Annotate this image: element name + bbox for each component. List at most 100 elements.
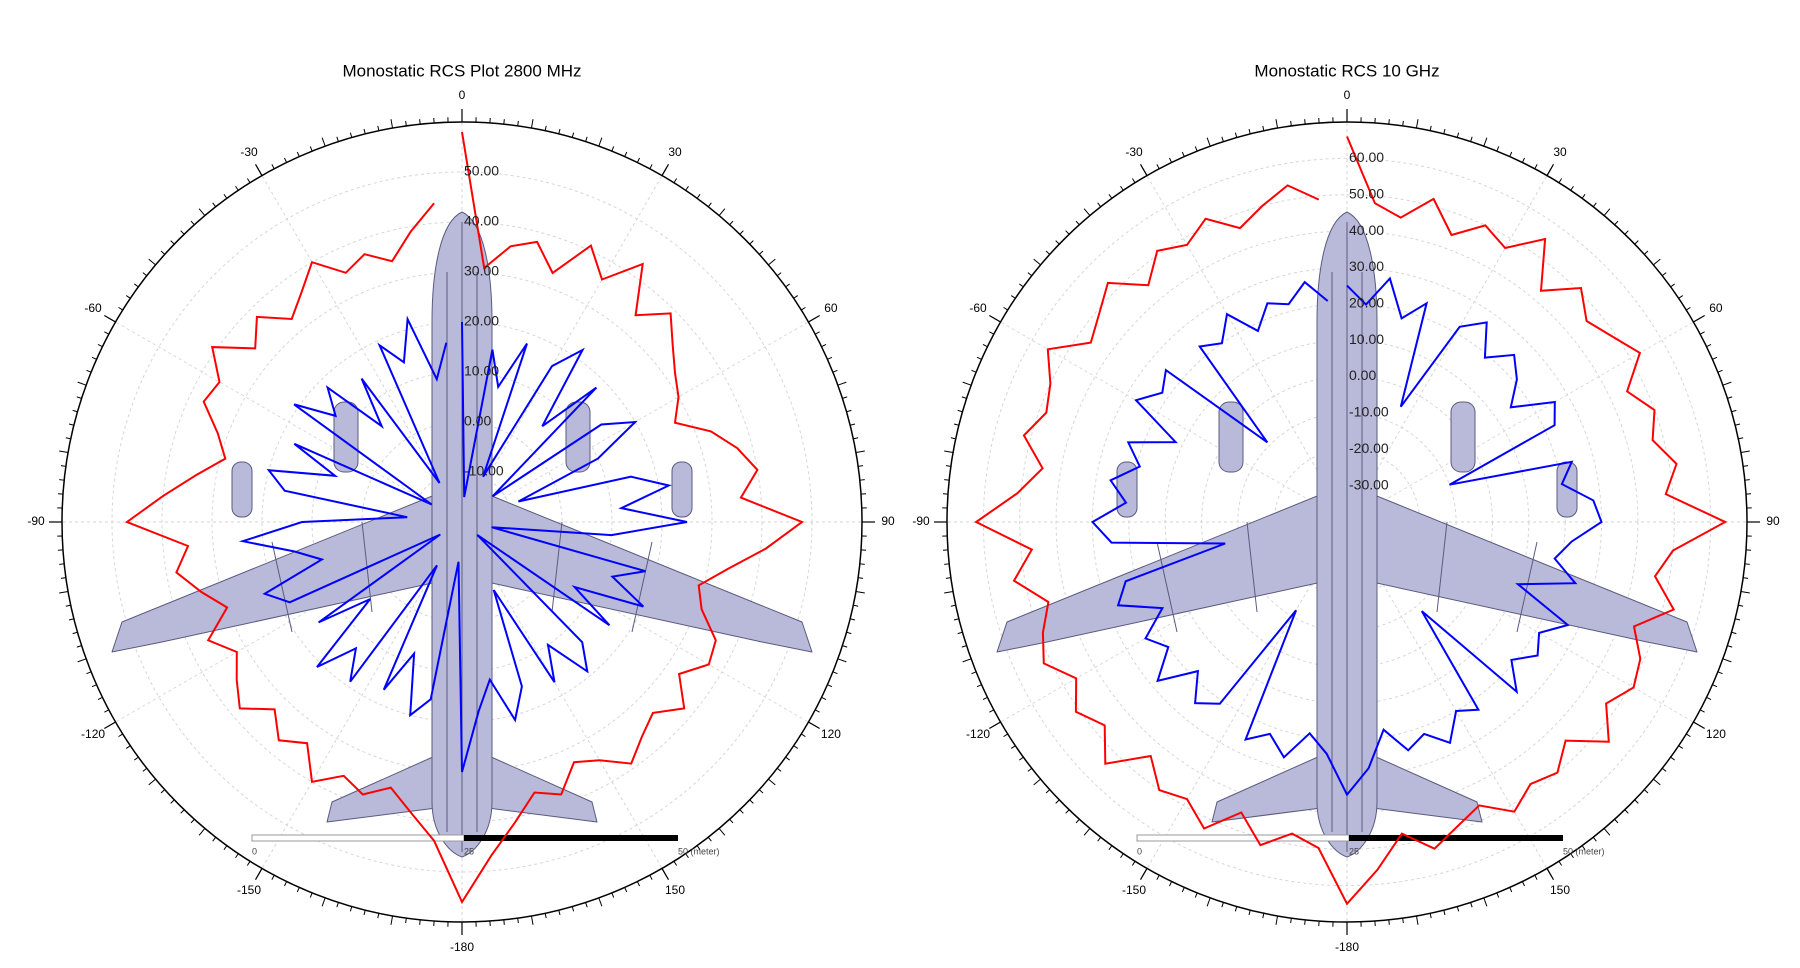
minor-tick bbox=[957, 409, 963, 413]
minor-tick bbox=[1075, 220, 1080, 226]
minor-tick bbox=[190, 818, 195, 824]
minor-tick bbox=[1661, 272, 1667, 277]
minor-tick bbox=[1743, 577, 1749, 579]
radial-tick-label: 0.00 bbox=[1349, 367, 1376, 383]
minor-tick bbox=[1221, 902, 1224, 908]
minor-tick bbox=[1415, 915, 1419, 925]
minor-tick bbox=[1003, 306, 1009, 311]
minor-tick bbox=[284, 881, 288, 887]
minor-tick bbox=[1534, 874, 1538, 880]
minor-tick bbox=[1738, 437, 1744, 440]
minor-tick bbox=[198, 828, 206, 836]
radial-tick-label: 10.00 bbox=[464, 363, 499, 379]
minor-tick bbox=[624, 151, 628, 157]
minor-tick bbox=[1678, 745, 1684, 749]
minor-tick bbox=[1120, 853, 1124, 859]
minor-tick bbox=[97, 696, 103, 700]
minor-tick bbox=[1496, 892, 1500, 898]
minor-tick bbox=[142, 272, 148, 277]
minor-tick bbox=[785, 756, 790, 761]
minor-tick bbox=[729, 220, 734, 226]
minor-tick bbox=[571, 906, 575, 912]
minor-tick bbox=[160, 250, 166, 255]
minor-tick bbox=[1634, 240, 1639, 245]
minor-tick bbox=[989, 331, 995, 335]
minor-tick bbox=[636, 157, 640, 163]
minor-tick bbox=[148, 258, 156, 266]
minor-tick bbox=[91, 356, 97, 360]
minor-tick bbox=[1653, 258, 1661, 266]
minor-tick bbox=[957, 631, 963, 635]
minor-tick bbox=[180, 230, 185, 235]
minor-tick bbox=[793, 745, 799, 749]
polar-chart: Monostatic RCS 10 GHz 0 30 60 90 120 150 -180 -1… bbox=[912, 61, 1780, 954]
angle-tick-label: 60 bbox=[824, 301, 838, 315]
minor-tick bbox=[309, 892, 313, 898]
chart-title: Monostatic RCS 10 GHz bbox=[1254, 61, 1439, 80]
minor-tick bbox=[148, 778, 156, 786]
angle-tick-label: 0 bbox=[1344, 88, 1351, 102]
minor-tick bbox=[696, 194, 701, 199]
minor-tick bbox=[321, 137, 326, 147]
tick-mark bbox=[989, 721, 1001, 730]
minor-tick bbox=[77, 381, 87, 386]
minor-tick bbox=[1706, 696, 1712, 700]
minor-tick bbox=[1643, 250, 1649, 255]
minor-tick bbox=[1097, 202, 1102, 208]
minor-tick bbox=[1643, 789, 1649, 794]
scale-bar-label: 50 (meter) bbox=[678, 846, 720, 856]
minor-tick bbox=[853, 604, 859, 607]
minor-tick bbox=[837, 381, 847, 386]
grid-spoke bbox=[461, 175, 663, 523]
minor-tick bbox=[945, 465, 951, 467]
minor-tick bbox=[170, 799, 175, 804]
angle-tick-label: 90 bbox=[1766, 514, 1780, 528]
minor-tick bbox=[1402, 918, 1404, 924]
tick-mark bbox=[254, 164, 263, 176]
tick-mark bbox=[1546, 164, 1555, 176]
angle-tick-label: -150 bbox=[237, 883, 261, 897]
minor-tick bbox=[1055, 240, 1060, 245]
grid-spoke bbox=[1346, 175, 1548, 523]
scale-bar-dark bbox=[464, 835, 678, 841]
minor-tick bbox=[729, 818, 734, 824]
minor-tick bbox=[1169, 881, 1173, 887]
minor-tick bbox=[1738, 604, 1744, 607]
minor-tick bbox=[1402, 120, 1404, 126]
minor-tick bbox=[1234, 906, 1238, 912]
minor-tick bbox=[1262, 913, 1265, 919]
angle-tick-label: -30 bbox=[240, 145, 258, 159]
tick-mark bbox=[104, 721, 116, 730]
minor-tick bbox=[1194, 146, 1198, 152]
minor-tick bbox=[1727, 645, 1733, 648]
radial-tick-label: -10.00 bbox=[464, 463, 504, 479]
minor-tick bbox=[1019, 756, 1024, 761]
minor-tick bbox=[1685, 306, 1691, 311]
rcs-trace bbox=[238, 315, 688, 773]
minor-tick bbox=[1010, 295, 1016, 299]
minor-tick bbox=[544, 125, 547, 131]
minor-tick bbox=[976, 356, 982, 360]
minor-tick bbox=[944, 479, 950, 481]
tick-mark bbox=[1139, 164, 1148, 176]
minor-tick bbox=[1614, 220, 1619, 226]
minor-tick bbox=[1731, 631, 1737, 635]
minor-tick bbox=[1131, 860, 1136, 866]
minor-tick bbox=[1534, 164, 1538, 170]
minor-tick bbox=[1131, 178, 1136, 184]
minor-tick bbox=[673, 178, 678, 184]
minor-tick bbox=[1388, 919, 1390, 925]
minor-tick bbox=[989, 709, 995, 713]
minor-tick bbox=[785, 283, 790, 288]
radial-tick-label: 40.00 bbox=[464, 213, 499, 229]
minor-tick bbox=[65, 437, 71, 440]
minor-tick bbox=[685, 853, 689, 859]
minor-tick bbox=[180, 809, 185, 814]
minor-tick bbox=[142, 767, 148, 772]
minor-tick bbox=[1744, 479, 1750, 481]
angle-tick-label: 90 bbox=[881, 514, 895, 528]
angle-tick-label: -60 bbox=[84, 301, 102, 315]
angle-tick-label: 120 bbox=[1706, 727, 1726, 741]
minor-tick bbox=[190, 220, 195, 226]
minor-tick bbox=[72, 631, 78, 635]
